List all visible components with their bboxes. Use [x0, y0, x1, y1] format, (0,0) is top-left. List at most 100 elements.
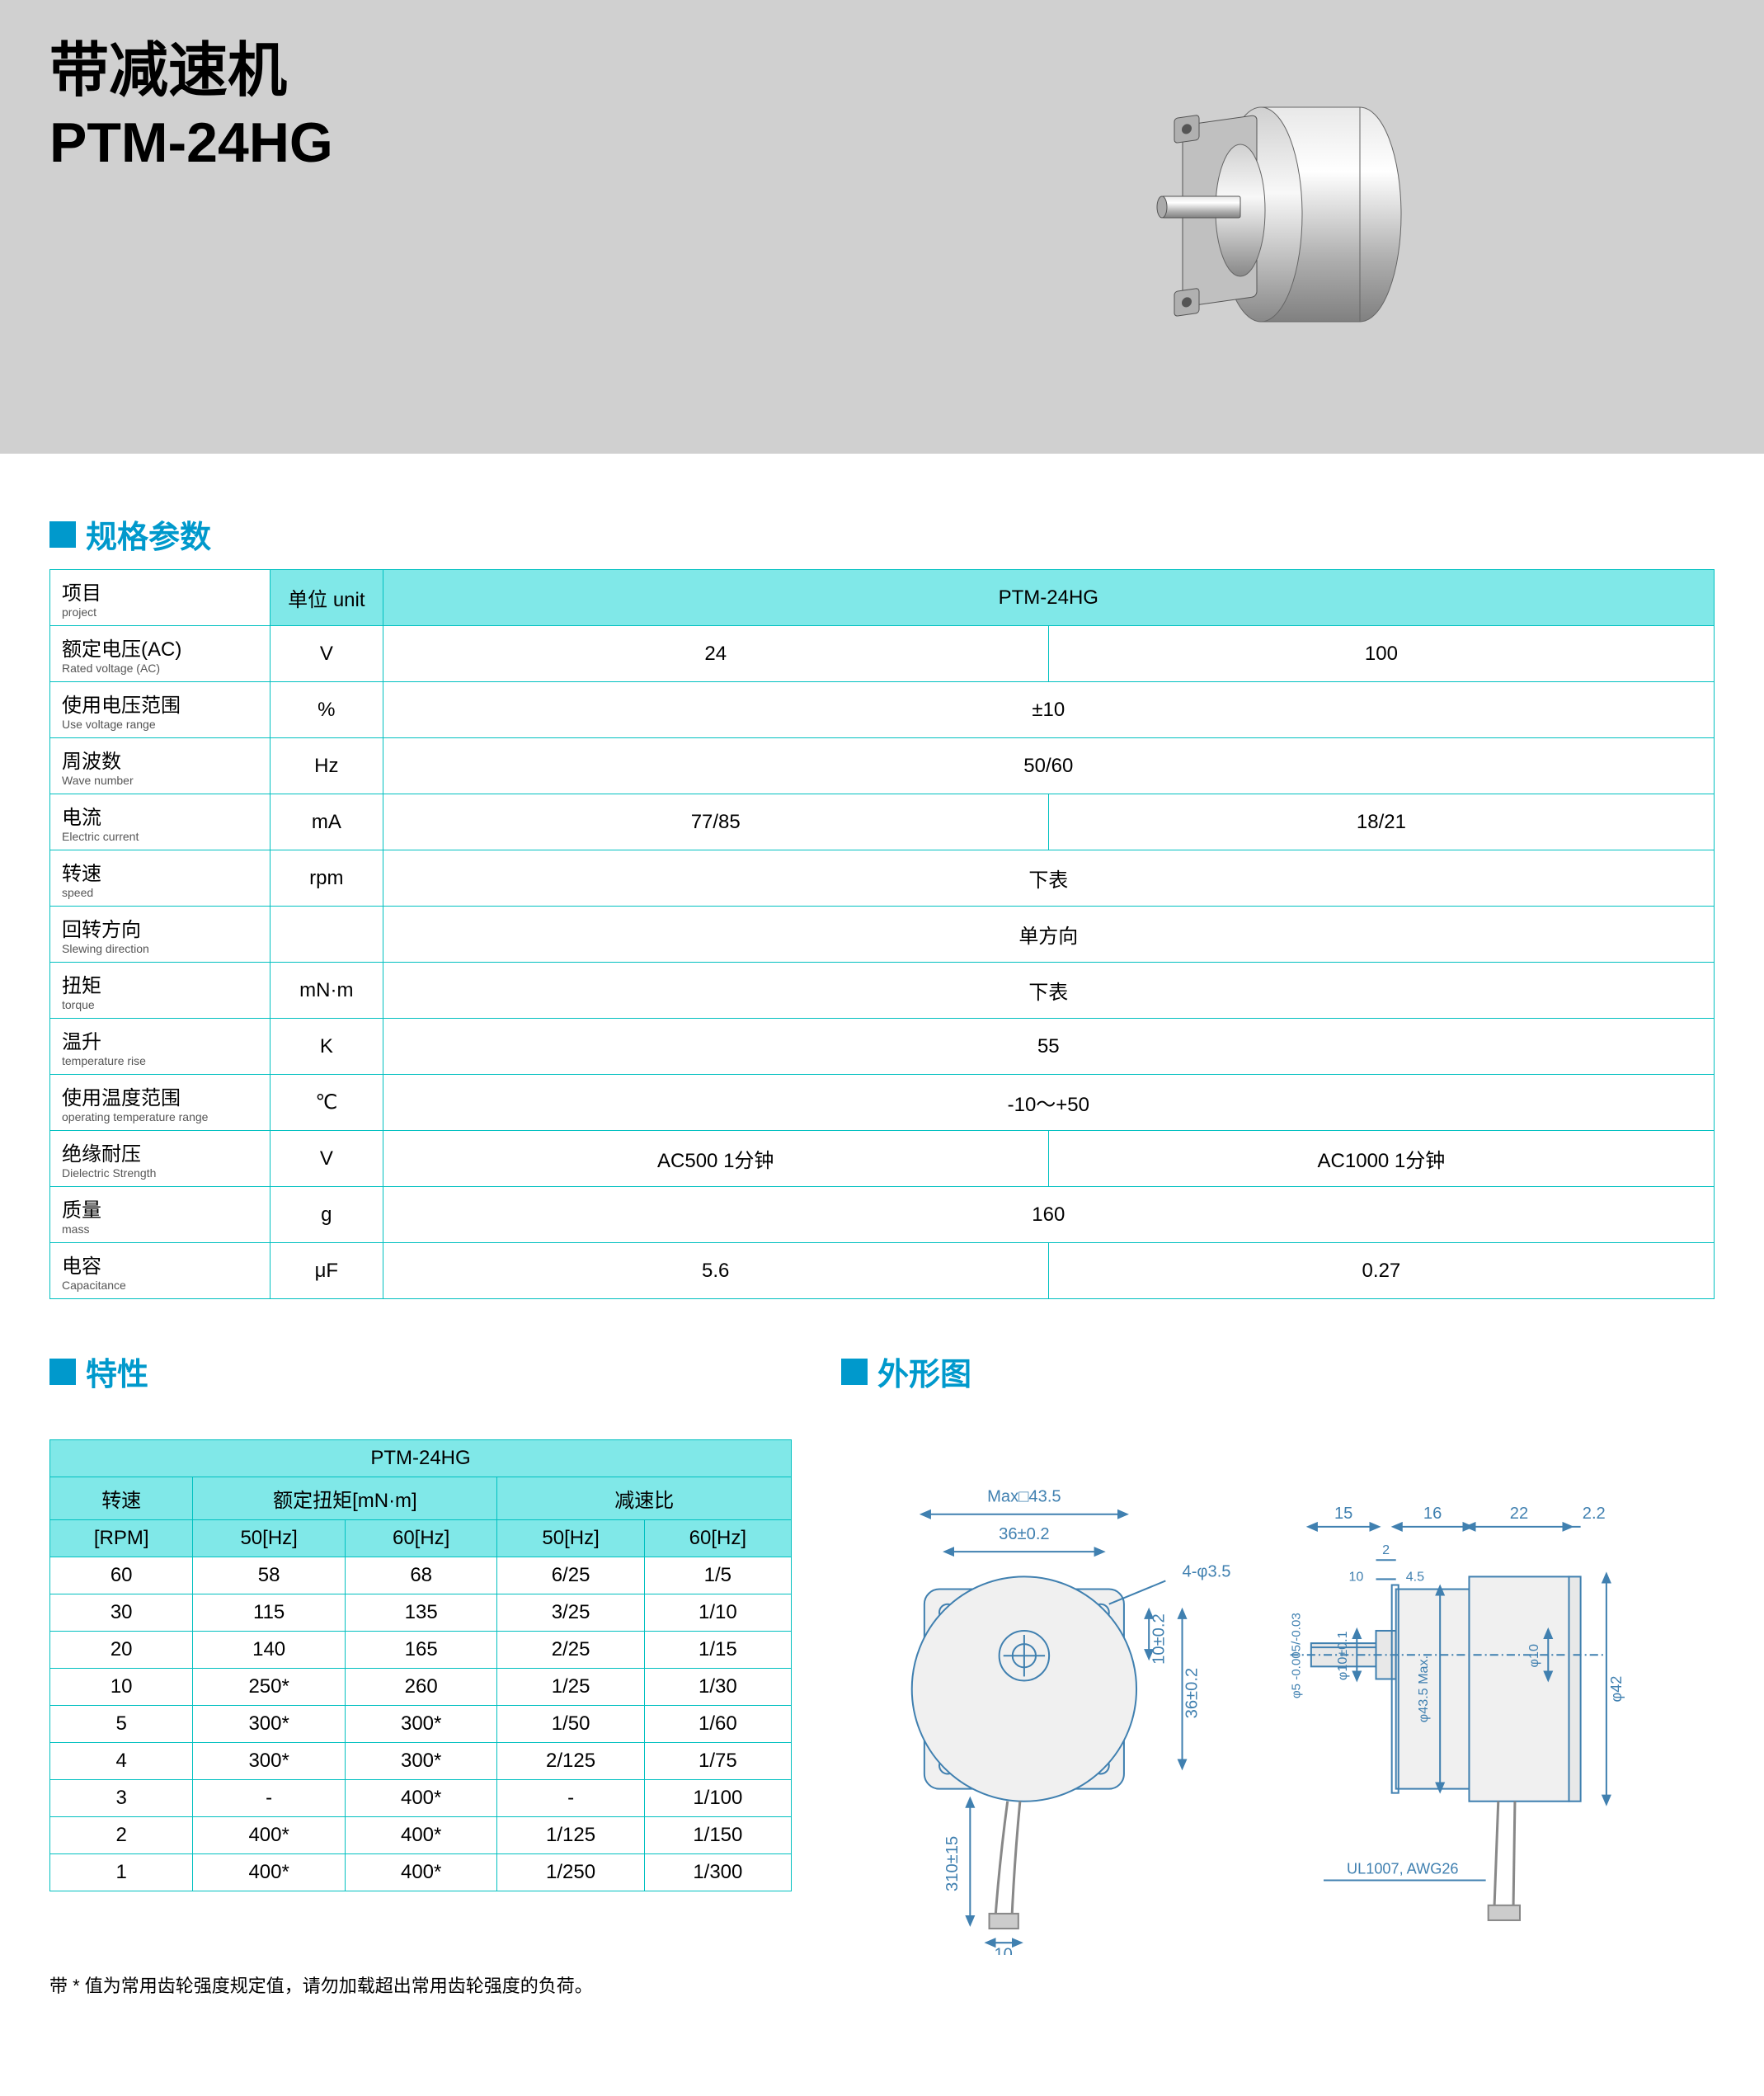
svg-text:2: 2	[1382, 1543, 1390, 1557]
spec-row-value: 160	[383, 1187, 1714, 1243]
spec-row-value-1: 5.6	[383, 1243, 1048, 1299]
char-rpm: 20	[50, 1632, 193, 1669]
spec-row-label: 使用电压范围Use voltage range	[50, 682, 270, 738]
spec-row: 绝缘耐压Dielectric StrengthVAC500 1分钟AC1000 …	[50, 1131, 1715, 1187]
char-rpm: 60	[50, 1557, 193, 1594]
svg-text:10: 10	[994, 1945, 1012, 1955]
char-r50: 1/50	[497, 1706, 644, 1743]
section-title-dim: 外形图	[877, 1349, 971, 1394]
spec-row-value: 下表	[383, 850, 1714, 907]
svg-text:UL1007, AWG26: UL1007, AWG26	[1347, 1860, 1458, 1877]
spec-row: 质量massg160	[50, 1187, 1715, 1243]
char-row: 2 400* 400* 1/125 1/150	[50, 1817, 792, 1854]
char-row: 30 115 135 3/25 1/10	[50, 1594, 792, 1632]
hero-title-cn: 带减速机	[49, 33, 333, 111]
spec-row-unit: rpm	[270, 850, 383, 907]
char-rpm: 1	[50, 1854, 193, 1891]
char-r50: 3/25	[497, 1594, 644, 1632]
spec-row-label: 回转方向Slewing direction	[50, 907, 270, 963]
spec-row: 转速speedrpm下表	[50, 850, 1715, 907]
section-marker-icon	[841, 1359, 868, 1385]
svg-text:10: 10	[1348, 1569, 1363, 1584]
spec-row-unit: V	[270, 1131, 383, 1187]
char-t50: 300*	[193, 1706, 346, 1743]
spec-row-label: 电容Capacitance	[50, 1243, 270, 1299]
hero-banner: 带减速机 PTM-24HG	[0, 0, 1764, 454]
spec-row-label: 质量mass	[50, 1187, 270, 1243]
svg-text:4-φ3.5: 4-φ3.5	[1183, 1562, 1231, 1580]
spec-row-unit: Hz	[270, 738, 383, 794]
spec-row-label: 扭矩torque	[50, 963, 270, 1019]
spec-row-value-2: 0.27	[1048, 1243, 1714, 1299]
char-t60: 400*	[345, 1780, 497, 1817]
section-title-char: 特性	[86, 1349, 148, 1394]
spec-row-value: 55	[383, 1019, 1714, 1075]
spec-row-value: 单方向	[383, 907, 1714, 963]
char-r60: 1/300	[644, 1854, 791, 1891]
char-t60: 165	[345, 1632, 497, 1669]
char-t60: 135	[345, 1594, 497, 1632]
spec-row-label: 电流Electric current	[50, 794, 270, 850]
section-header-char: 特性	[49, 1349, 792, 1394]
spec-header-unit: 单位 unit	[270, 570, 383, 626]
char-row: 60 58 68 6/25 1/5	[50, 1557, 792, 1594]
spec-row-unit: mA	[270, 794, 383, 850]
spec-header-project: 项目 project	[50, 570, 270, 626]
section-title-specs: 规格参数	[86, 511, 211, 557]
char-t60: 400*	[345, 1817, 497, 1854]
svg-text:36±0.2: 36±0.2	[1183, 1668, 1202, 1719]
char-h-60hz-2: 60[Hz]	[644, 1520, 791, 1557]
spec-row-label: 额定电压(AC)Rated voltage (AC)	[50, 626, 270, 682]
spec-row: 周波数Wave numberHz50/60	[50, 738, 1715, 794]
section-header-specs: 规格参数	[49, 511, 1715, 557]
char-row: 3 - 400* - 1/100	[50, 1780, 792, 1817]
char-r50: -	[497, 1780, 644, 1817]
char-t50: 58	[193, 1557, 346, 1594]
char-row: 1 400* 400* 1/250 1/300	[50, 1854, 792, 1891]
char-t50: 250*	[193, 1669, 346, 1706]
svg-text:φ10: φ10	[1526, 1644, 1541, 1667]
char-r60: 1/75	[644, 1743, 791, 1780]
char-rpm: 4	[50, 1743, 193, 1780]
char-r60: 1/15	[644, 1632, 791, 1669]
section-marker-icon	[49, 1359, 76, 1385]
spec-row-value: 50/60	[383, 738, 1714, 794]
svg-text:φ42: φ42	[1608, 1676, 1625, 1703]
svg-text:15: 15	[1334, 1505, 1352, 1523]
char-r50: 1/125	[497, 1817, 644, 1854]
spec-row-label: 绝缘耐压Dielectric Strength	[50, 1131, 270, 1187]
char-t60: 400*	[345, 1854, 497, 1891]
char-h-torque: 额定扭矩[mN·m]	[193, 1477, 497, 1520]
svg-text:φ5 -0.005/-0.03: φ5 -0.005/-0.03	[1290, 1613, 1304, 1698]
spec-row: 电容CapacitanceμF5.60.27	[50, 1243, 1715, 1299]
char-t50: -	[193, 1780, 346, 1817]
footnote: 带 * 值为常用齿轮强度规定值，请勿加载超出常用齿轮强度的负荷。	[49, 1971, 1715, 1998]
hero-text: 带减速机 PTM-24HG	[49, 33, 333, 175]
spec-row-value-1: 24	[383, 626, 1048, 682]
svg-text:Max□43.5: Max□43.5	[987, 1488, 1061, 1506]
spec-row-unit: μF	[270, 1243, 383, 1299]
char-t60: 300*	[345, 1743, 497, 1780]
char-rpm: 2	[50, 1817, 193, 1854]
spec-row-unit	[270, 907, 383, 963]
spec-row-value-2: 100	[1048, 626, 1714, 682]
spec-row-value-2: AC1000 1分钟	[1048, 1131, 1714, 1187]
spec-row-value-1: 77/85	[383, 794, 1048, 850]
char-r50: 2/125	[497, 1743, 644, 1780]
char-title: PTM-24HG	[50, 1440, 792, 1477]
svg-text:φ43.5 Max.: φ43.5 Max.	[1416, 1656, 1431, 1722]
svg-text:22: 22	[1510, 1505, 1528, 1523]
spec-row: 电流Electric currentmA77/8518/21	[50, 794, 1715, 850]
section-marker-icon	[49, 521, 76, 548]
spec-row-label: 周波数Wave number	[50, 738, 270, 794]
spec-row: 使用电压范围Use voltage range%±10	[50, 682, 1715, 738]
char-t60: 300*	[345, 1706, 497, 1743]
char-h-speed: 转速	[50, 1477, 193, 1520]
spec-row: 扭矩torquemN·m下表	[50, 963, 1715, 1019]
spec-row-value: ±10	[383, 682, 1714, 738]
char-t50: 140	[193, 1632, 346, 1669]
section-header-dim: 外形图	[841, 1349, 1715, 1394]
dimension-drawing: Max□43.5 36±0.2 4-φ3.5 10±0.2 36±0.2	[841, 1439, 1715, 1955]
svg-text:36±0.2: 36±0.2	[999, 1525, 1050, 1543]
char-row: 10 250* 260 1/25 1/30	[50, 1669, 792, 1706]
